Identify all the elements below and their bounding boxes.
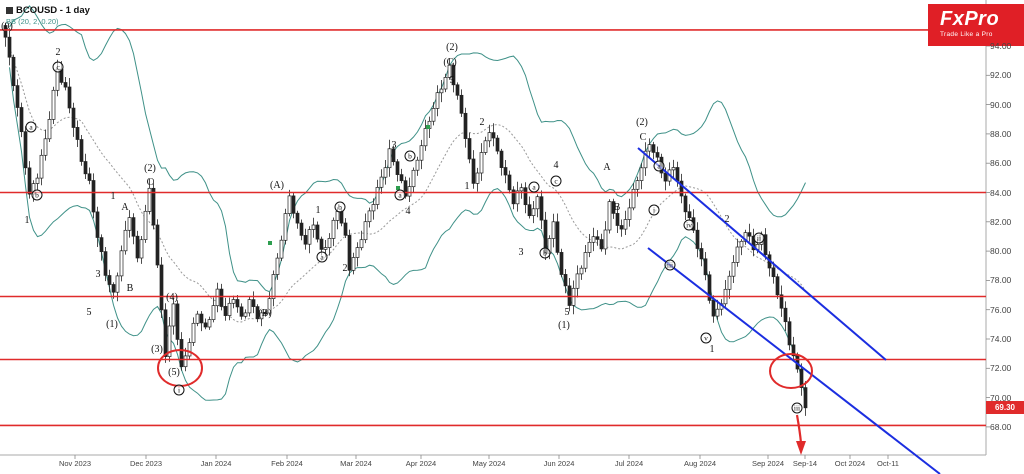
indicator-label: BB (20, 2, 0.20) bbox=[6, 17, 59, 26]
fxpro-logo: FxPro Trade Like a Pro bbox=[928, 4, 1024, 46]
horizontal-level-lines[interactable] bbox=[0, 29, 986, 427]
candles-layer bbox=[3, 23, 808, 416]
fxpro-logo-tagline: Trade Like a Pro bbox=[940, 31, 993, 38]
bb-lower-band bbox=[9, 67, 806, 401]
bb-middle-band bbox=[9, 47, 806, 323]
fxpro-logo-text: FxPro bbox=[940, 8, 1000, 30]
trend-channel-lines[interactable] bbox=[637, 147, 941, 474]
down-arrow bbox=[795, 414, 806, 455]
axes-lines bbox=[0, 0, 990, 459]
bb-upper-band bbox=[9, 5, 806, 293]
current-price-badge: 69.30 bbox=[986, 401, 1024, 415]
symbol-title: BCOUSD - 1 day bbox=[16, 5, 90, 16]
signal-markers bbox=[268, 125, 430, 245]
chart-header: BCOUSD - 1 day BB (20, 2, 0.20) bbox=[6, 5, 90, 26]
candlestick-chart-icon bbox=[6, 7, 13, 14]
